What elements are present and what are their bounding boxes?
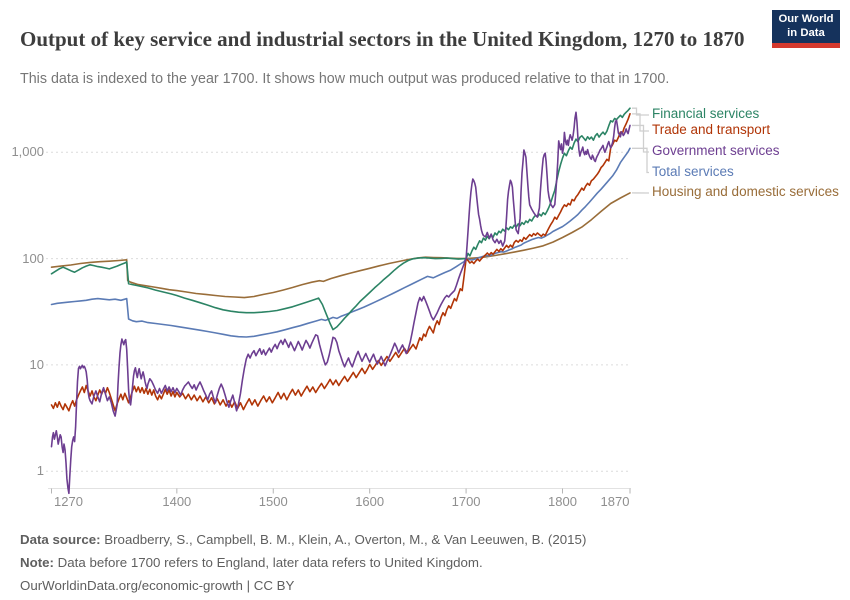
owid-logo-line2: in Data: [787, 26, 825, 39]
note-text: Data before 1700 refers to England, late…: [53, 555, 483, 570]
legend-item-government-services[interactable]: Government services: [652, 143, 780, 158]
series-line-government-services[interactable]: [50, 111, 631, 495]
x-axis-label-1500: 1500: [258, 494, 288, 509]
data-source-line: Data source: Broadberry, S., Campbell, B…: [20, 528, 830, 551]
owid-logo[interactable]: Our World in Data: [772, 10, 840, 48]
legend-connector-1: [632, 107, 649, 116]
y-axis-label-10: 10: [29, 356, 44, 372]
legend-connector-4: [632, 147, 649, 174]
series-line-financial-services[interactable]: [50, 107, 631, 331]
chart-footer: Data source: Broadberry, S., Campbell, B…: [20, 528, 830, 597]
series-line-housing-and-domestic-services[interactable]: [50, 192, 631, 299]
data-source-text: Broadberry, S., Campbell, B. M., Klein, …: [100, 532, 587, 547]
x-axis-label-1270: 1270: [54, 494, 83, 509]
legend-item-trade-and-transport[interactable]: Trade and transport: [652, 122, 771, 137]
legend-item-housing-and-domestic-services[interactable]: Housing and domestic services: [652, 184, 839, 199]
y-axis-label-100: 100: [22, 250, 44, 266]
y-axis-label-1: 1: [36, 463, 44, 479]
x-axis-label-1700: 1700: [451, 494, 481, 509]
legend-item-total-services[interactable]: Total services: [652, 163, 734, 179]
owid-logo-line1: Our World: [778, 13, 834, 25]
legend-connector-3: [632, 124, 649, 153]
legend-item-financial-services[interactable]: Financial services: [652, 106, 760, 121]
note-line: Note: Data before 1700 refers to England…: [20, 551, 830, 574]
x-axis-label-1400: 1400: [162, 494, 192, 509]
series-line-total-services[interactable]: [50, 147, 631, 338]
x-axis-label-1600: 1600: [355, 494, 385, 509]
y-axis-label-1000: 1,000: [11, 144, 44, 160]
page-title: Output of key service and industrial sec…: [20, 27, 745, 52]
x-axis-label-1870: 1870: [600, 494, 630, 509]
page-subtitle: This data is indexed to the year 1700. I…: [20, 71, 670, 87]
data-source-label: Data source:: [20, 532, 101, 547]
legend-connector-2: [632, 113, 649, 132]
license-line[interactable]: OurWorldinData.org/economic-growth | CC …: [20, 578, 295, 593]
note-label: Note:: [20, 555, 54, 570]
x-axis-label-1800: 1800: [548, 494, 577, 509]
series-line-trade-and-transport[interactable]: [50, 113, 631, 412]
